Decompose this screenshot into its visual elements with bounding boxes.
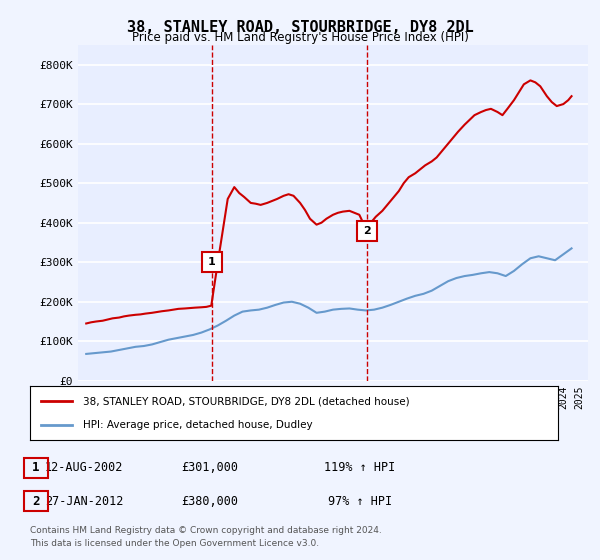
Text: 12-AUG-2002: 12-AUG-2002 [45, 461, 123, 474]
Text: 1: 1 [208, 257, 215, 267]
Text: 2: 2 [32, 494, 40, 508]
Text: 38, STANLEY ROAD, STOURBRIDGE, DY8 2DL (detached house): 38, STANLEY ROAD, STOURBRIDGE, DY8 2DL (… [83, 396, 409, 407]
Text: 2: 2 [363, 226, 371, 236]
Text: HPI: Average price, detached house, Dudley: HPI: Average price, detached house, Dudl… [83, 419, 313, 430]
Text: £380,000: £380,000 [182, 494, 239, 508]
Text: 27-JAN-2012: 27-JAN-2012 [45, 494, 123, 508]
Text: 1: 1 [32, 461, 40, 474]
Text: Contains HM Land Registry data © Crown copyright and database right 2024.: Contains HM Land Registry data © Crown c… [30, 526, 382, 535]
Text: This data is licensed under the Open Government Licence v3.0.: This data is licensed under the Open Gov… [30, 539, 319, 548]
Text: 97% ↑ HPI: 97% ↑ HPI [328, 494, 392, 508]
Text: 119% ↑ HPI: 119% ↑ HPI [325, 461, 395, 474]
Text: Price paid vs. HM Land Registry's House Price Index (HPI): Price paid vs. HM Land Registry's House … [131, 31, 469, 44]
Text: £301,000: £301,000 [182, 461, 239, 474]
Text: 38, STANLEY ROAD, STOURBRIDGE, DY8 2DL: 38, STANLEY ROAD, STOURBRIDGE, DY8 2DL [127, 20, 473, 35]
